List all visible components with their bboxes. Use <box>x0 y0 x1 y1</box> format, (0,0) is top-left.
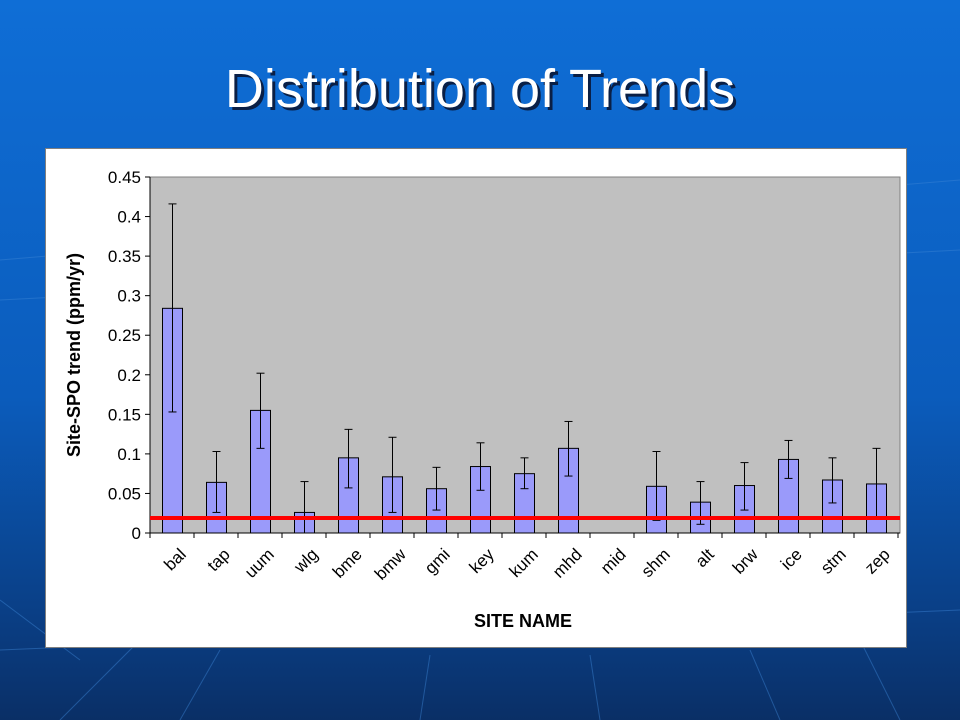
x-tick-label-stm: stm <box>817 545 850 578</box>
x-tick-label-kum: kum <box>506 545 542 581</box>
x-tick-label-gmi: gmi <box>421 545 454 578</box>
x-tick-label-zep: zep <box>861 545 894 578</box>
y-tick-label: 0.15 <box>108 405 141 424</box>
x-tick-label-key: key <box>466 545 498 577</box>
x-tick-label-mhd: mhd <box>549 545 586 582</box>
x-tick-label-shm: shm <box>638 545 674 581</box>
x-tick-label-mid: mid <box>597 545 630 578</box>
x-tick-label-bmw: bmw <box>371 544 410 583</box>
y-tick-label: 0.2 <box>117 366 141 385</box>
x-axis-title: SITE NAME <box>474 611 572 631</box>
x-tick-label-alt: alt <box>692 545 718 571</box>
x-tick-label-brw: brw <box>729 544 762 577</box>
x-tick-label-bal: bal <box>160 545 189 574</box>
x-tick-label-tap: tap <box>204 545 234 575</box>
y-tick-label: 0.25 <box>108 326 141 345</box>
y-tick-label: 0.05 <box>108 484 141 503</box>
y-tick-label: 0.4 <box>117 208 141 227</box>
bar-chart: 0 0.05 0.1 0.15 0.2 0.25 0.3 0.35 0.4 0.45 bal tap u… <box>64 168 901 631</box>
y-tick-label: 0 <box>132 524 141 543</box>
y-tick-label: 0.1 <box>117 445 141 464</box>
y-tick-label: 0.45 <box>108 168 141 187</box>
slide-title: Distribution of Trends <box>224 59 736 119</box>
x-tick-label-bme: bme <box>329 545 366 582</box>
y-axis-title: Site-SPO trend (ppm/yr) <box>64 253 84 457</box>
chart-panel: 0 0.05 0.1 0.15 0.2 0.25 0.3 0.35 0.4 0.45 bal tap u… <box>45 148 907 648</box>
y-tick-label: 0.35 <box>108 247 141 266</box>
x-tick-label-uum: uum <box>241 545 278 582</box>
x-tick-label-ice: ice <box>777 545 806 574</box>
x-tick-label-wlg: wlg <box>290 545 322 577</box>
y-tick-label: 0.3 <box>117 287 141 306</box>
